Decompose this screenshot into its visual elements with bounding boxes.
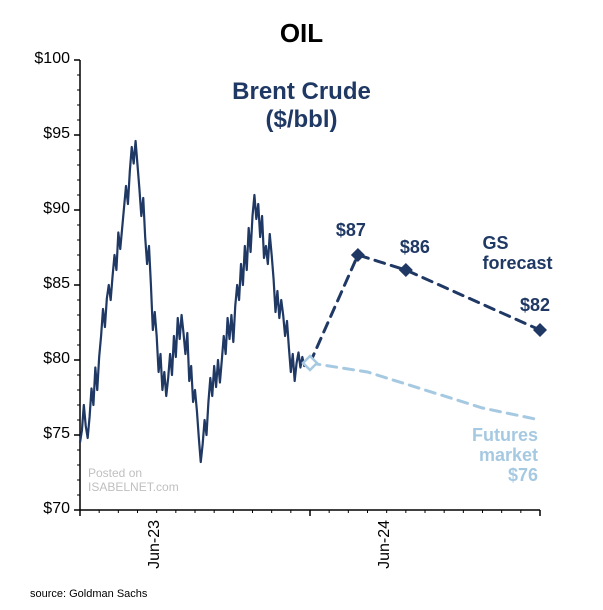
page-title: OIL bbox=[0, 18, 603, 49]
futures-line bbox=[310, 363, 540, 420]
source-text: source: Goldman Sachs bbox=[30, 588, 147, 600]
x-axis-label: Jun-24 bbox=[376, 520, 394, 590]
gs-forecast-marker bbox=[533, 323, 547, 337]
chart-plot-area bbox=[80, 60, 540, 510]
watermark: Posted on ISABELNET.com bbox=[88, 466, 179, 495]
gs-label-82: $82 bbox=[520, 296, 550, 316]
gs-label-86: $86 bbox=[400, 238, 430, 258]
historical-line bbox=[80, 141, 310, 462]
gs-series-label: GSforecast bbox=[483, 234, 553, 274]
chart-container: OIL Brent Crude ($/bbl) source: Goldman … bbox=[0, 0, 603, 610]
y-axis-label: $75 bbox=[43, 425, 70, 443]
x-axis-label: Jun-23 bbox=[146, 520, 164, 590]
y-axis-label: $90 bbox=[43, 200, 70, 218]
y-axis-label: $100 bbox=[34, 50, 70, 68]
gs-label-87: $87 bbox=[336, 221, 366, 241]
gs-forecast-marker bbox=[399, 263, 413, 277]
watermark-line2: ISABELNET.com bbox=[88, 480, 179, 494]
futures-series-label: Futuresmarket$76 bbox=[472, 426, 538, 485]
watermark-line1: Posted on bbox=[88, 466, 179, 480]
y-axis-label: $70 bbox=[43, 500, 70, 518]
y-axis-label: $80 bbox=[43, 350, 70, 368]
forecast-start-marker bbox=[303, 356, 317, 370]
y-axis-label: $95 bbox=[43, 125, 70, 143]
gs-forecast-marker bbox=[351, 248, 365, 262]
y-axis-label: $85 bbox=[43, 275, 70, 293]
